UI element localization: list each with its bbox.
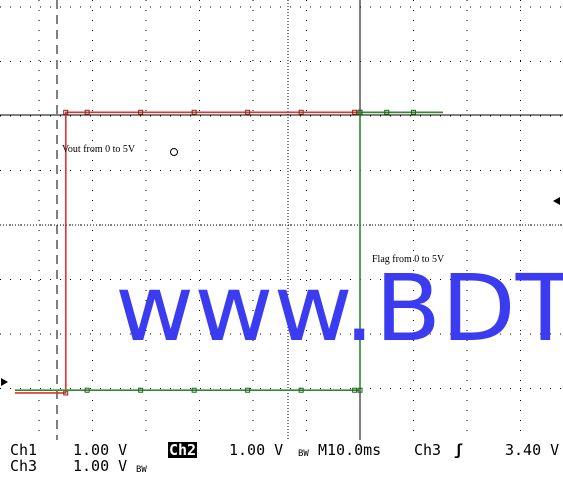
ch3-label: Ch3 [10, 457, 38, 475]
status-bar: Ch1 1.00 V Ch2 1.00 V BW M10.0ms Ch3 ʃ 3… [0, 440, 563, 478]
ch3-scale: 1.00 V [73, 457, 128, 475]
trigger-level-marker [553, 197, 560, 205]
bw-limit-icon: BW [298, 449, 309, 459]
sample-marker-ch3 [357, 387, 363, 393]
flag-annotation: Flag from 0 to 5V [372, 254, 445, 265]
sample-marker-ch3 [191, 387, 197, 393]
sample-marker-ch3 [245, 387, 251, 393]
ch1-label: Ch1 [10, 441, 38, 459]
trigger-level: 3.40 V [505, 441, 560, 459]
ch1-scale: 1.00 V [73, 441, 128, 459]
sample-marker-ch3 [357, 109, 363, 115]
vout-annotation: Vout from 0 to 5V [62, 144, 136, 155]
sample-marker-ch3 [138, 387, 144, 393]
sample-marker-ch1 [245, 109, 251, 115]
sample-marker-ch1 [138, 109, 144, 115]
sample-marker-ch1 [298, 109, 304, 115]
watermark-text: www.BDT [115, 255, 563, 362]
ch2-label: Ch2 [168, 441, 198, 459]
sample-marker-ch1 [352, 109, 358, 115]
trace-ch3 [14, 111, 443, 392]
timebase-readout: M10.0ms [318, 441, 382, 459]
ground-marker [1, 378, 8, 386]
ch2-scale: 1.00 V [229, 441, 284, 459]
sample-marker-ch1 [191, 109, 197, 115]
sample-marker-ch3 [384, 109, 390, 115]
sample-marker-ch1 [84, 109, 90, 115]
sample-marker-ch1 [63, 109, 69, 115]
traces [14, 109, 443, 396]
sample-marker-ch3 [298, 387, 304, 393]
sample-marker-ch3 [84, 387, 90, 393]
trigger-channel: Ch3 [414, 441, 442, 459]
plot-background [0, 0, 563, 440]
sample-marker-ch3 [411, 109, 416, 115]
rising-edge-icon: ʃ [454, 441, 464, 459]
sample-marker-ch3 [352, 387, 358, 393]
annotation-marker [170, 148, 178, 156]
bw-limit-icon-ch3: BW [136, 465, 147, 475]
